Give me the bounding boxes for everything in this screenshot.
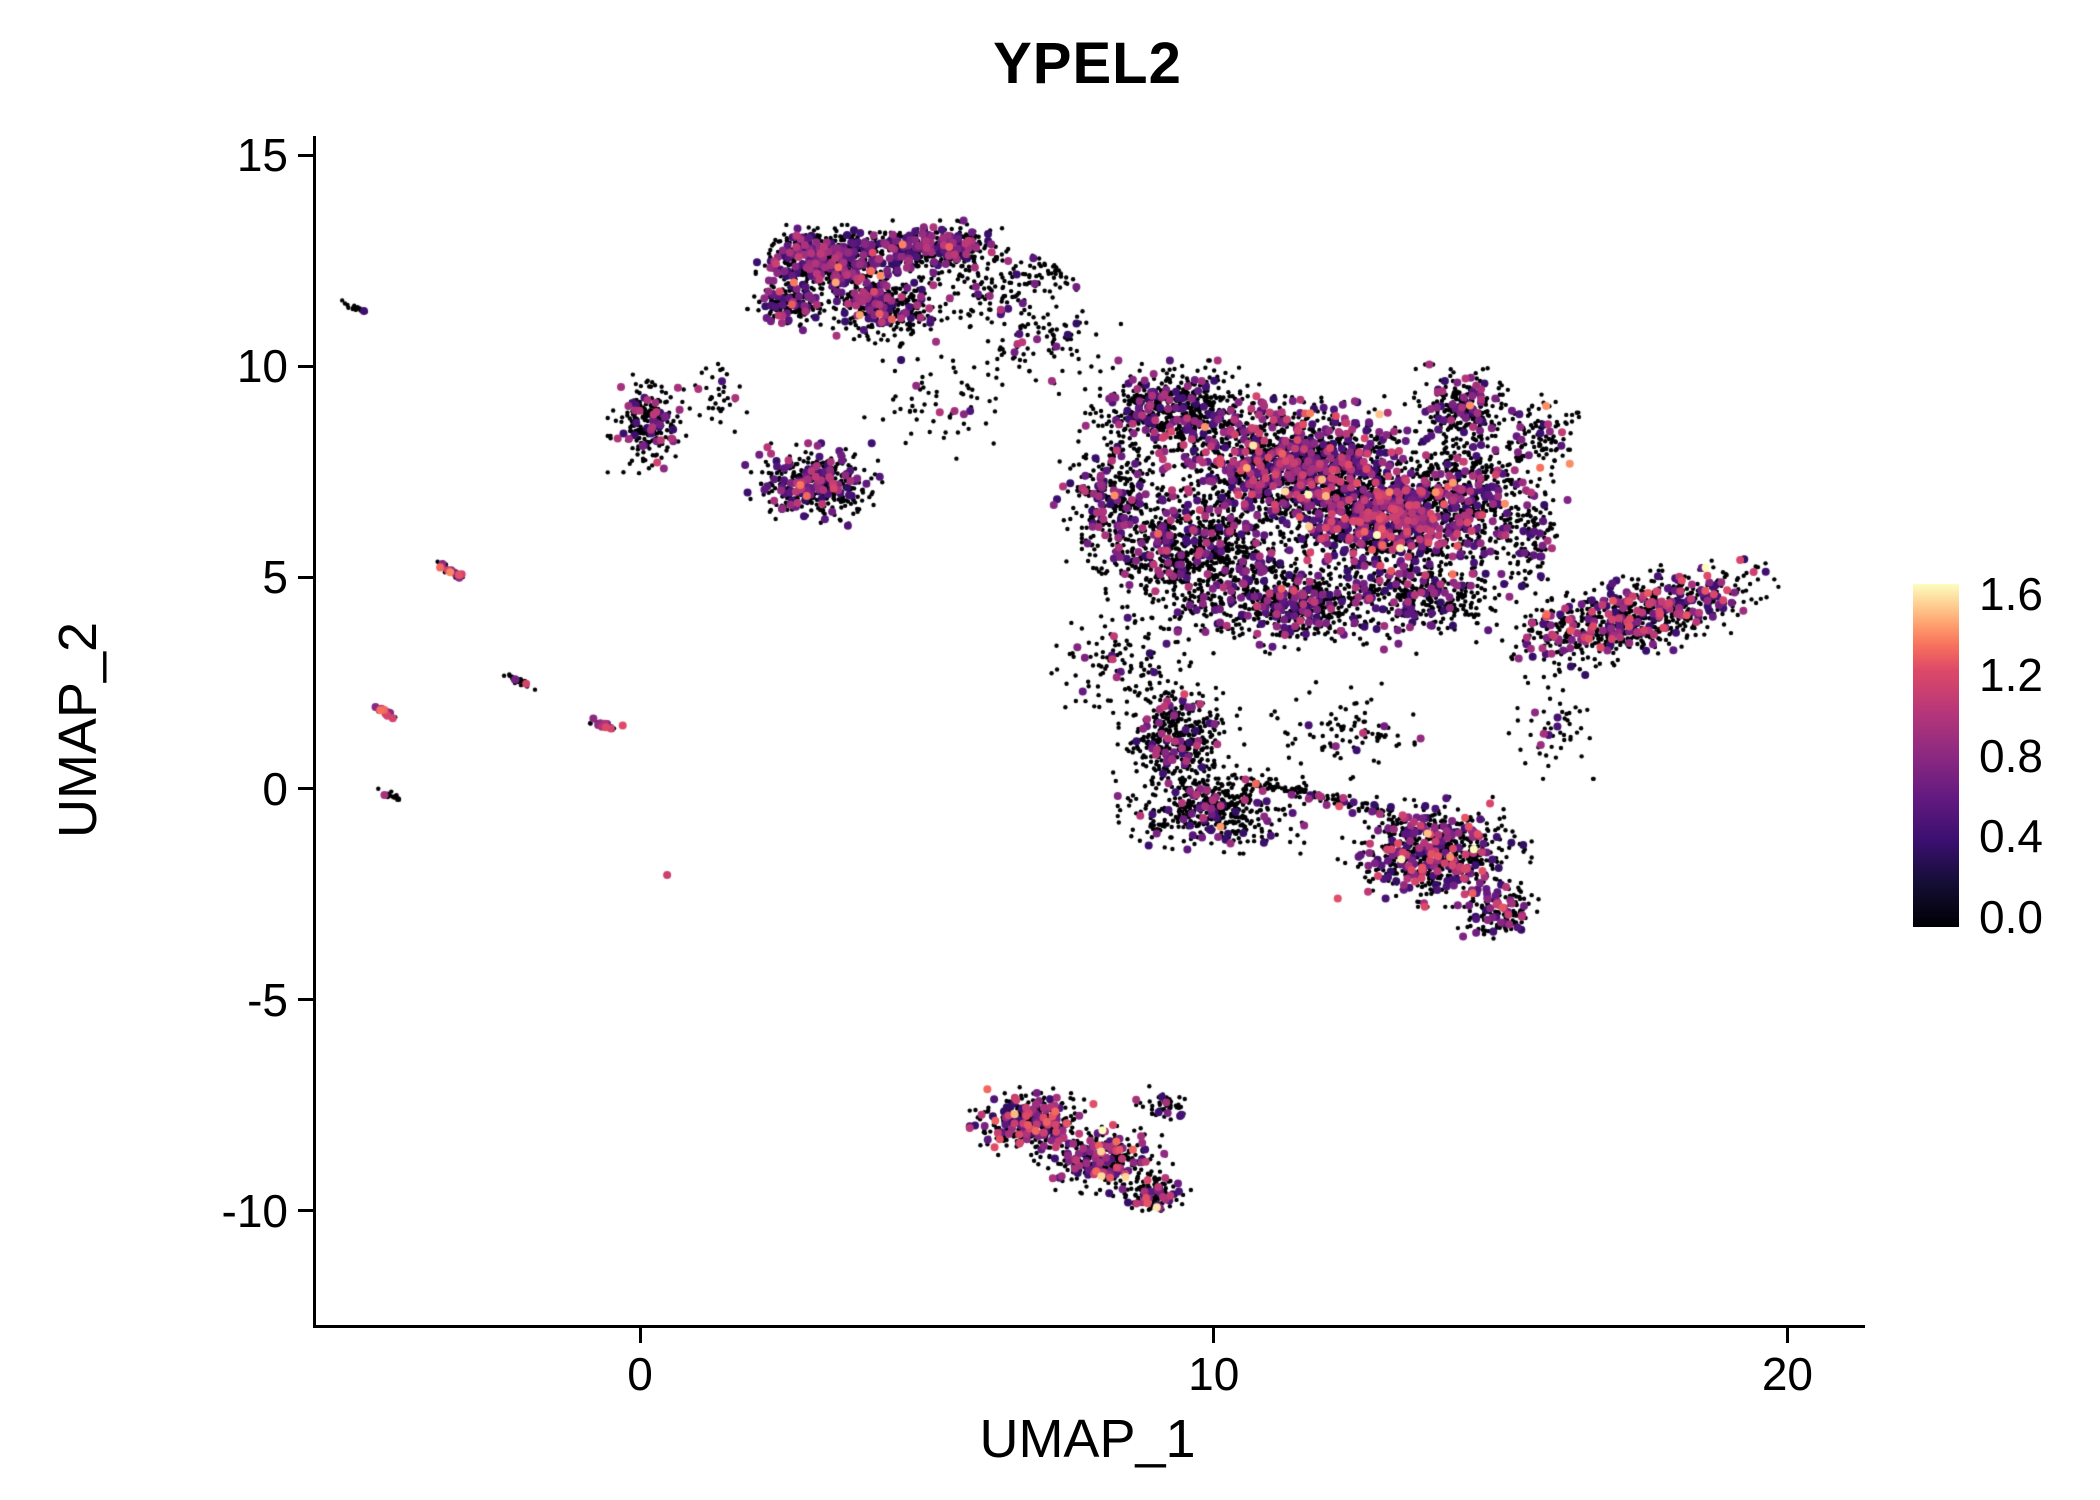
y-tick-mark	[298, 998, 313, 1002]
y-tick-label: 5	[262, 551, 288, 604]
chart-title: YPEL2	[993, 31, 1182, 96]
plot-panel	[313, 136, 1865, 1328]
legend-tick-label: 0.0	[1979, 891, 2043, 943]
x-tick-label: 20	[1761, 1348, 1813, 1400]
y-axis-title: UMAP_2	[48, 621, 108, 839]
y-tick-label: -10	[221, 1184, 288, 1237]
y-tick-mark	[298, 364, 313, 368]
scatter-canvas	[316, 136, 1865, 1325]
y-tick-mark	[298, 787, 313, 791]
y-tick-label: 15	[236, 129, 288, 181]
legend-tick-label: 1.2	[1979, 648, 2043, 701]
y-tick-mark	[298, 153, 313, 157]
legend-tick-label: 1.6	[1979, 568, 2043, 620]
legend-tick-label: 0.8	[1979, 729, 2043, 782]
legend-gradient-bar	[1913, 584, 1959, 927]
x-tick-label: 0	[627, 1348, 653, 1400]
x-tick-mark	[1785, 1328, 1789, 1343]
x-tick-mark	[638, 1328, 642, 1343]
y-tick-mark	[298, 1209, 313, 1213]
x-axis-title: UMAP_1	[979, 1409, 1196, 1469]
y-tick-label: 10	[236, 340, 288, 393]
legend-tick-label: 0.4	[1979, 810, 2043, 863]
y-tick-label: -5	[247, 973, 288, 1026]
x-tick-label: 10	[1188, 1348, 1240, 1400]
y-tick-mark	[298, 575, 313, 579]
y-tick-label: 0	[262, 762, 288, 815]
x-tick-mark	[1212, 1328, 1216, 1343]
